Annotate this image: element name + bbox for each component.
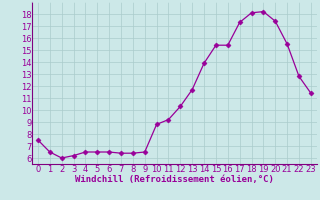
X-axis label: Windchill (Refroidissement éolien,°C): Windchill (Refroidissement éolien,°C) [75,175,274,184]
